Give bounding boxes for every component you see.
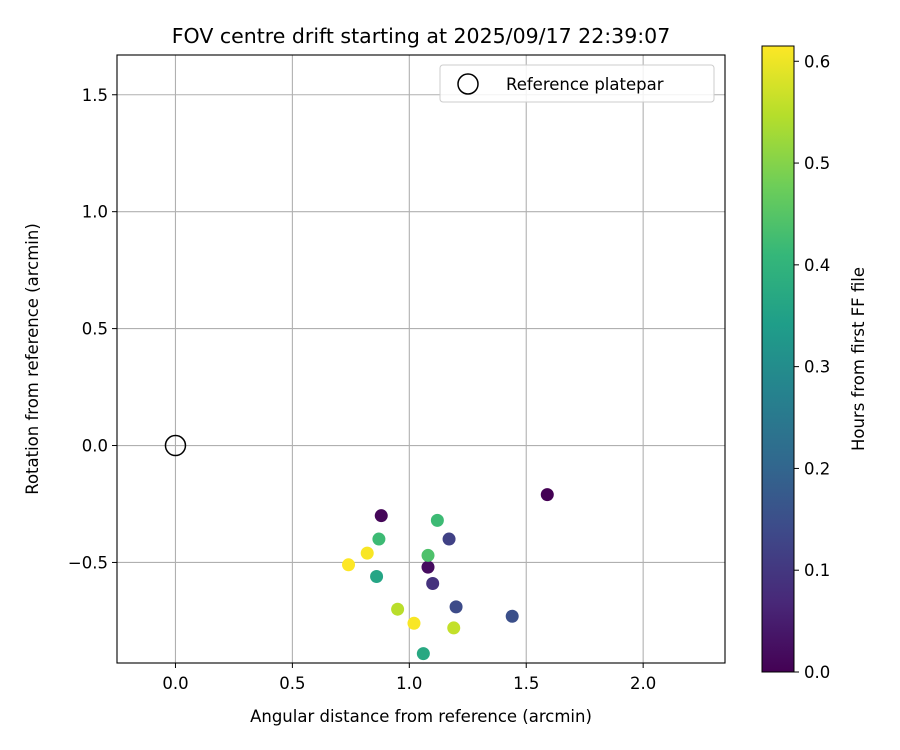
colorbar-tick-label: 0.5 <box>804 154 830 173</box>
y-tick-label: 0.0 <box>82 437 108 456</box>
colorbar-label: Hours from first FF file <box>849 267 868 451</box>
data-points <box>342 488 554 661</box>
data-point <box>372 532 386 546</box>
y-axis-ticks: −0.5 0.0 0.5 1.0 1.5 <box>68 86 117 572</box>
x-tick-label: 2.0 <box>630 674 656 693</box>
data-point <box>540 488 554 502</box>
x-axis-label: Angular distance from reference (arcmin) <box>250 707 592 726</box>
x-tick-label: 1.0 <box>396 674 422 693</box>
x-tick-label: 0.5 <box>279 674 305 693</box>
legend-label: Reference platepar <box>506 75 664 94</box>
data-point <box>449 600 463 614</box>
y-axis-label: Rotation from reference (arcmin) <box>23 223 42 495</box>
y-tick-label: 0.5 <box>82 320 108 339</box>
colorbar-tick-label: 0.1 <box>804 561 830 580</box>
legend: Reference platepar <box>439 64 715 103</box>
colorbar-tick-label: 0.2 <box>804 459 830 478</box>
colorbar-tick-label: 0.3 <box>804 358 830 377</box>
legend-reference-marker <box>457 73 479 95</box>
colorbar-tick-label: 0.4 <box>804 256 830 275</box>
y-tick-label: −0.5 <box>68 553 108 572</box>
legend-box <box>439 64 715 103</box>
data-point <box>442 532 456 546</box>
plot-frame <box>116 54 726 664</box>
colorbar: 0.0 0.1 0.2 0.3 0.4 0.5 0.6 Hours from first F… <box>761 45 868 682</box>
colorbar-gradient <box>761 45 795 673</box>
data-point <box>360 546 374 560</box>
data-point <box>370 569 384 583</box>
chart-title: FOV centre drift starting at 2025/09/17 … <box>172 24 671 48</box>
data-point <box>447 621 461 635</box>
colorbar-ticks: 0.0 0.1 0.2 0.3 0.4 0.5 0.6 <box>794 52 830 682</box>
y-tick-label: 1.0 <box>82 203 108 222</box>
y-tick-label: 1.5 <box>82 86 108 105</box>
x-tick-label: 0.0 <box>162 674 188 693</box>
x-tick-label: 1.5 <box>513 674 539 693</box>
plot-area <box>117 55 725 663</box>
data-point <box>505 609 519 623</box>
reference-layer <box>164 434 187 457</box>
data-point <box>391 602 405 616</box>
data-point <box>374 509 388 523</box>
data-point <box>430 513 444 527</box>
data-point <box>421 560 435 574</box>
data-point <box>421 548 435 562</box>
reference-platepar-marker <box>164 434 187 457</box>
colorbar-tick-label: 0.0 <box>804 663 830 682</box>
x-axis-ticks: 0.0 0.5 1.0 1.5 2.0 <box>162 663 656 693</box>
data-point <box>426 576 440 590</box>
data-point <box>416 647 430 661</box>
data-point <box>342 558 356 572</box>
data-point <box>407 616 421 630</box>
colorbar-tick-label: 0.6 <box>804 52 830 71</box>
